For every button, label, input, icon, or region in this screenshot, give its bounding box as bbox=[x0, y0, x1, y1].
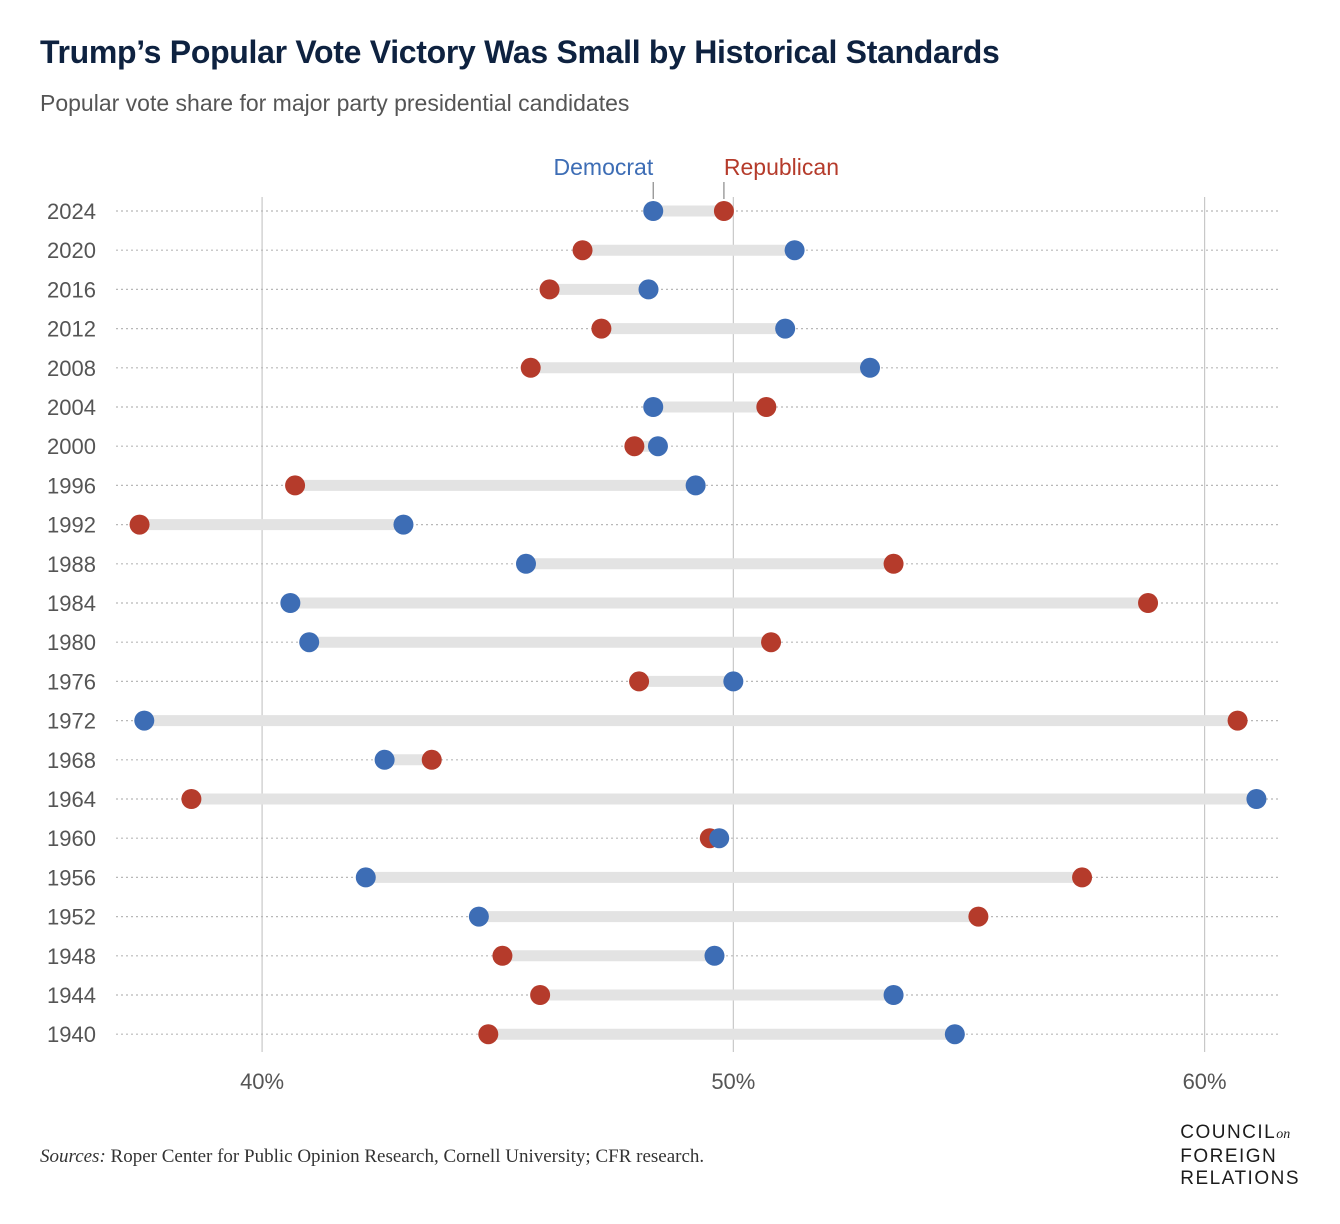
year-label: 1956 bbox=[47, 865, 96, 890]
republican-point bbox=[968, 906, 989, 927]
year-label: 1960 bbox=[47, 826, 96, 851]
year-label: 1992 bbox=[47, 513, 96, 538]
republican-point bbox=[1072, 867, 1093, 888]
democrat-point bbox=[643, 201, 664, 221]
democrat-point bbox=[638, 279, 659, 300]
democrat-point bbox=[374, 749, 395, 770]
republican-point bbox=[492, 945, 513, 966]
democrat-point bbox=[393, 514, 414, 535]
republican-point bbox=[624, 436, 645, 457]
republican-point bbox=[1227, 710, 1248, 731]
logo-line2: FOREIGN bbox=[1180, 1146, 1278, 1167]
year-label: 2020 bbox=[47, 238, 96, 263]
republican-point bbox=[129, 514, 150, 535]
chart-rows: 2024 2020 2016 2012 2008 2004 2000 1996 1992 1988… bbox=[47, 199, 1267, 1047]
republican-point bbox=[1138, 593, 1159, 613]
year-label: 2024 bbox=[47, 199, 96, 224]
republican-point bbox=[756, 397, 777, 417]
chart-subtitle: Popular vote share for major party presi… bbox=[40, 90, 630, 116]
democrat-point bbox=[944, 1024, 965, 1045]
x-tick-label: 40% bbox=[240, 1069, 284, 1094]
democrat-point bbox=[784, 240, 805, 261]
year-label: 2004 bbox=[47, 395, 96, 420]
logo-line3: RELATIONS bbox=[1180, 1168, 1300, 1189]
x-axis: 40% 50% 60% bbox=[240, 1069, 1227, 1094]
year-label: 1964 bbox=[47, 787, 96, 812]
x-tick-label: 50% bbox=[711, 1069, 755, 1094]
democrat-point bbox=[723, 671, 744, 692]
legend-democrat: Democrat bbox=[554, 154, 654, 180]
year-label: 1984 bbox=[47, 591, 96, 616]
year-label: 1948 bbox=[47, 944, 96, 969]
republican-point bbox=[421, 749, 442, 770]
republican-point bbox=[883, 553, 904, 574]
year-label: 1968 bbox=[47, 748, 96, 773]
republican-point bbox=[629, 671, 650, 692]
democrat-point bbox=[355, 867, 376, 888]
sources-label: Sources: bbox=[40, 1146, 106, 1167]
democrat-point bbox=[883, 985, 904, 1005]
republican-point bbox=[761, 632, 782, 653]
legend: Democrat Republican bbox=[554, 154, 839, 199]
sources-note: Sources: Roper Center for Public Opinion… bbox=[40, 1146, 704, 1168]
year-label: 1940 bbox=[47, 1022, 96, 1047]
republican-point bbox=[572, 240, 593, 261]
democrat-point bbox=[1246, 789, 1267, 809]
year-label: 1976 bbox=[47, 669, 96, 694]
year-label: 2008 bbox=[47, 356, 96, 381]
democrat-point bbox=[704, 945, 725, 966]
year-label: 1980 bbox=[47, 630, 96, 655]
x-tick-label: 60% bbox=[1183, 1069, 1227, 1094]
democrat-point bbox=[775, 318, 796, 339]
legend-republican: Republican bbox=[724, 154, 839, 180]
democrat-point bbox=[299, 632, 320, 653]
year-label: 2012 bbox=[47, 317, 96, 342]
year-label: 1996 bbox=[47, 473, 96, 498]
year-label: 1988 bbox=[47, 552, 96, 577]
republican-point bbox=[713, 201, 734, 221]
chart-title: Trump’s Popular Vote Victory Was Small b… bbox=[40, 34, 1000, 70]
democrat-point bbox=[709, 828, 730, 849]
democrat-point bbox=[685, 475, 706, 496]
year-label: 1944 bbox=[47, 983, 96, 1008]
republican-point bbox=[285, 475, 306, 496]
sources-text: Roper Center for Public Opinion Research… bbox=[105, 1146, 705, 1167]
democrat-point bbox=[134, 710, 155, 731]
republican-point bbox=[530, 985, 551, 1005]
democrat-point bbox=[860, 357, 881, 378]
year-label: 1972 bbox=[47, 709, 96, 734]
year-label: 2016 bbox=[47, 277, 96, 302]
logo-line1: COUNCIL bbox=[1180, 1122, 1277, 1143]
republican-point bbox=[539, 279, 560, 300]
democrat-point bbox=[647, 436, 668, 457]
year-label: 2000 bbox=[47, 434, 96, 459]
democrat-point bbox=[280, 593, 301, 613]
republican-point bbox=[520, 357, 541, 378]
democrat-point bbox=[643, 397, 664, 417]
logo-line1-small: on bbox=[1276, 1127, 1291, 1142]
democrat-point bbox=[468, 906, 489, 927]
year-label: 1952 bbox=[47, 905, 96, 930]
democrat-point bbox=[515, 553, 536, 574]
republican-point bbox=[478, 1024, 499, 1045]
cfr-logo: COUNCILon FOREIGN RELATIONS bbox=[1180, 1122, 1300, 1190]
republican-point bbox=[181, 789, 202, 809]
republican-point bbox=[591, 318, 612, 339]
